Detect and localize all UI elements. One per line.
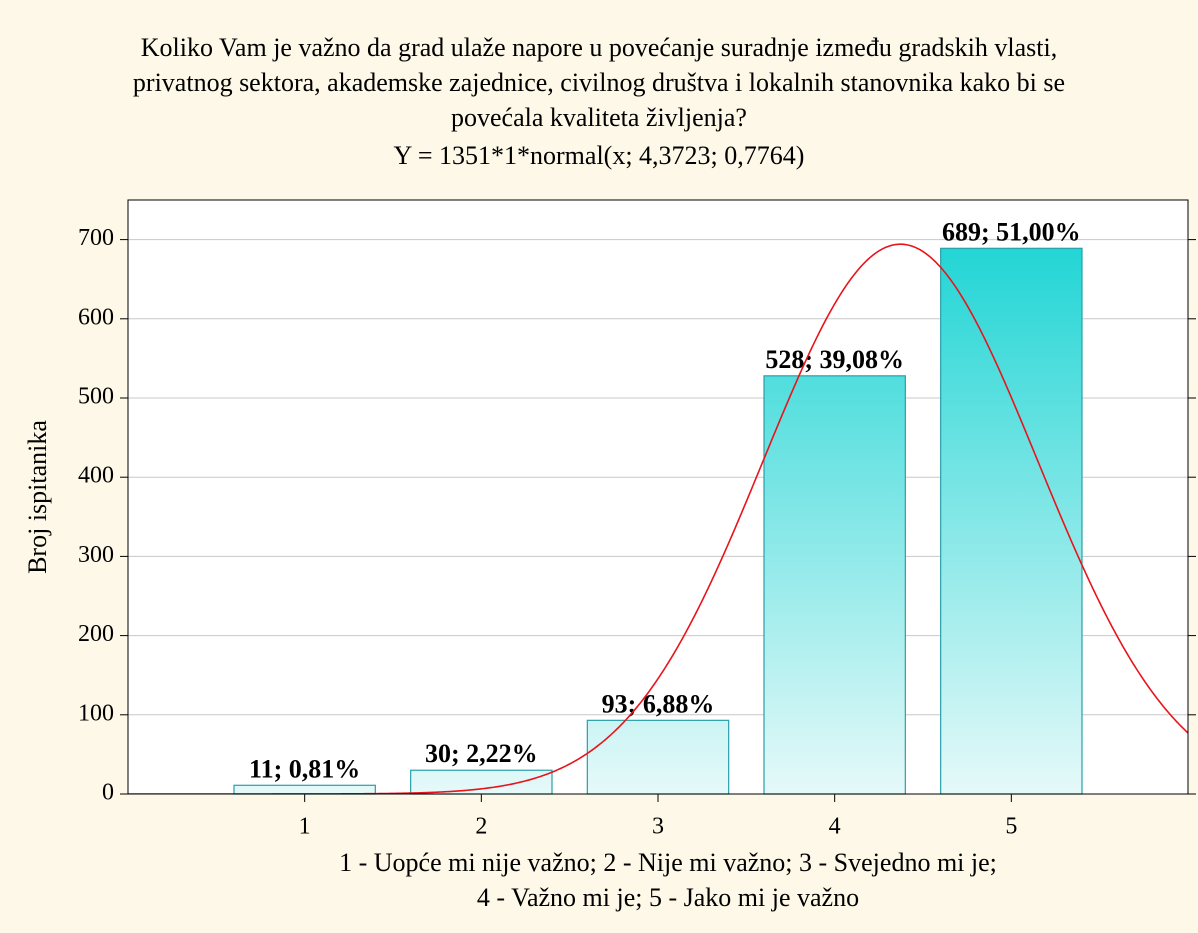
y-tick-label: 200 [78, 621, 114, 647]
chart-title: privatnog sektora, akademske zajednice, … [133, 68, 1065, 97]
y-axis-label: Broj ispitanika [23, 420, 52, 574]
value-label: 11; 0,81% [249, 754, 360, 783]
chart-title: Koliko Vam je važno da grad ulaže napore… [141, 33, 1057, 62]
x-tick-label: 4 [829, 814, 841, 840]
bar [233, 784, 376, 795]
value-label: 93; 6,88% [602, 689, 715, 718]
y-tick-label: 700 [78, 225, 114, 251]
y-tick-label: 0 [102, 780, 114, 806]
chart-subtitle: Y = 1351*1*normal(x; 4,3723; 0,7764) [394, 141, 805, 170]
bar [763, 375, 906, 795]
x-tick-label: 2 [475, 814, 487, 840]
y-tick-label: 100 [78, 700, 114, 726]
value-label: 689; 51,00% [942, 217, 1081, 246]
y-tick-label: 400 [78, 463, 114, 489]
x-tick-label: 1 [299, 814, 311, 840]
bar [586, 719, 730, 795]
y-tick-label: 500 [78, 384, 114, 410]
value-label: 528; 39,08% [765, 345, 904, 374]
bar [940, 247, 1083, 795]
x-axis-label: 4 - Važno mi je; 5 - Jako mi je važno [477, 883, 859, 912]
y-tick-label: 300 [78, 542, 114, 568]
chart-title: povećala kvaliteta življenja? [451, 103, 747, 132]
value-label: 30; 2,22% [425, 739, 538, 768]
y-tick-label: 600 [78, 304, 114, 330]
bar [410, 769, 553, 795]
x-axis-label: 1 - Uopće mi nije važno; 2 - Nije mi važ… [339, 848, 997, 877]
plot-frame [127, 199, 1189, 795]
x-tick-label: 3 [652, 814, 664, 840]
x-tick-label: 5 [1005, 814, 1017, 840]
